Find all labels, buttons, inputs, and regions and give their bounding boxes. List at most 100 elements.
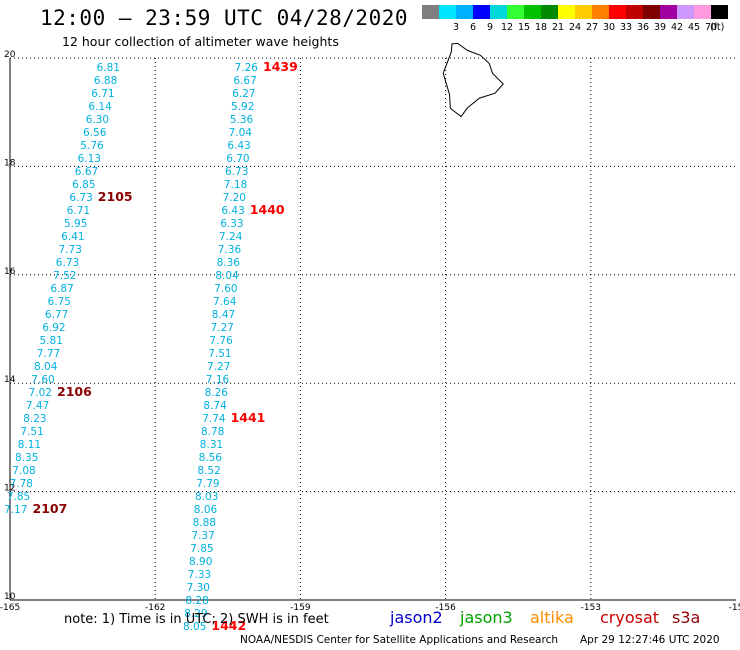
map-title: 12:00 – 23:59 UTC 04/28/2020 [40, 6, 409, 30]
swh-value-label: 7.76 [209, 335, 233, 347]
longitude-tick-label: -153 [581, 603, 601, 613]
swh-value-label: 6.43 [227, 140, 250, 152]
swh-value-label: 8.04 [215, 270, 239, 282]
swh-value-label: 7.17 [4, 504, 27, 516]
swh-value-label: 7.33 [188, 569, 211, 581]
scale-swatch [490, 5, 507, 19]
swh-value-label: 6.73 [69, 192, 92, 204]
swh-value-label: 7.60 [31, 374, 54, 386]
latitude-tick-label: 10 [4, 592, 16, 602]
pass-time-label: 1442 [211, 618, 246, 633]
swh-value-label: 7.64 [213, 296, 237, 308]
swh-value-label: 8.90 [189, 556, 212, 568]
swh-value-label: 7.85 [190, 543, 213, 555]
scale-tick-label: 45 [687, 22, 701, 33]
scale-tick-label: 18 [534, 22, 548, 33]
map-subtitle: 12 hour collection of altimeter wave hei… [62, 34, 339, 49]
swh-value-label: 6.87 [50, 283, 73, 295]
swh-value-label: 6.75 [48, 296, 71, 308]
swh-value-label: 6.71 [67, 205, 90, 217]
scale-swatch [660, 5, 677, 19]
scale-tick-label: 36 [636, 22, 650, 33]
scale-tick-label: 24 [568, 22, 582, 33]
pass-time-label: 1441 [231, 410, 266, 425]
scale-tick-label: 27 [585, 22, 599, 33]
swh-value-label: 6.73 [56, 257, 79, 269]
satellite-legend-item: s3a [672, 608, 701, 627]
scale-swatch [507, 5, 524, 19]
swh-value-label: 7.77 [37, 348, 60, 360]
swh-value-label: 7.26 [235, 62, 259, 74]
swh-value-label: 6.81 [97, 62, 120, 74]
footnote: note: 1) Time is in UTC; 2) SWH is in fe… [64, 612, 329, 627]
scale-tick-label: 3 [452, 22, 460, 33]
pass-time-label: 2107 [33, 501, 68, 516]
scale-tick-label: 39 [653, 22, 667, 33]
scale-swatch [422, 5, 439, 19]
swh-value-label: 7.27 [207, 361, 230, 373]
swh-value-label: 6.13 [78, 153, 101, 165]
swh-value-label: 8.35 [15, 452, 38, 464]
swh-value-label: 8.05 [183, 621, 206, 633]
scale-swatch [541, 5, 558, 19]
latitude-tick-label: 16 [4, 267, 16, 277]
latitude-tick-label: 12 [4, 484, 15, 494]
scale-tick-label: 21 [551, 22, 565, 33]
swh-value-label: 6.67 [75, 166, 98, 178]
swh-value-label: 7.85 [7, 491, 30, 503]
swh-value-label: 8.56 [199, 452, 223, 464]
swh-value-label: 5.95 [64, 218, 87, 230]
satellite-legend-item: cryosat [600, 608, 660, 627]
scale-swatch [575, 5, 592, 19]
swh-value-label: 7.27 [211, 322, 234, 334]
latitude-tick-label: 18 [4, 158, 16, 168]
pass-time-label: 2106 [57, 384, 92, 399]
swh-value-label: 6.92 [42, 322, 65, 334]
swh-value-label: 8.06 [194, 504, 218, 516]
swh-value-label: 5.81 [40, 335, 63, 347]
scale-swatch [711, 5, 728, 19]
swh-value-label: 8.11 [18, 439, 41, 451]
pass-time-label: 2105 [98, 189, 133, 204]
swh-value-label: 8.74 [203, 400, 227, 412]
longitude-tick-label: -162 [145, 603, 165, 613]
swh-value-label: 8.36 [217, 257, 241, 269]
coastline-hawaii [442, 42, 504, 118]
longitude-tick-label: -159 [290, 603, 311, 613]
swh-value-label: 7.78 [10, 478, 33, 490]
scale-swatch [643, 5, 660, 19]
swh-value-label: 8.78 [201, 426, 224, 438]
swh-value-label: 6.41 [61, 231, 84, 243]
swh-value-label: 7.02 [29, 387, 52, 399]
swh-value-label: 7.16 [206, 374, 230, 386]
swh-value-label: 6.30 [86, 114, 109, 126]
scale-tick-label: 70 [704, 22, 718, 33]
scale-swatch [456, 5, 473, 19]
swh-value-label: 8.52 [197, 465, 220, 477]
swh-value-label: 7.04 [229, 127, 253, 139]
pass-time-label: 1440 [250, 202, 285, 217]
scale-tick-label: 6 [469, 22, 477, 33]
swh-value-label: 5.92 [231, 101, 254, 113]
scale-unit-label: (ft) [710, 22, 725, 33]
satellite-legend-item: jason2 [390, 608, 443, 627]
scale-swatch [592, 5, 609, 19]
swh-value-label: 6.56 [83, 127, 107, 139]
scale-tick-label: 42 [670, 22, 684, 33]
longitude-tick-label: -156 [435, 603, 456, 613]
satellite-legend-item: altika [530, 608, 574, 627]
longitude-tick-label: -15 [729, 603, 740, 613]
swh-value-label: 6.88 [94, 75, 117, 87]
swh-value-label: 7.37 [191, 530, 214, 542]
swh-value-label: 7.52 [53, 270, 76, 282]
satellite-legend-item: jason3 [460, 608, 513, 627]
swh-value-label: 7.47 [26, 400, 49, 412]
swh-value-label: 5.76 [80, 140, 104, 152]
credit-line: NOAA/NESDIS Center for Satellite Applica… [240, 634, 558, 646]
scale-tick-label: 33 [619, 22, 633, 33]
swh-value-label: 6.73 [225, 166, 248, 178]
swh-value-label: 7.18 [224, 179, 247, 191]
scale-tick-label: 12 [500, 22, 514, 33]
